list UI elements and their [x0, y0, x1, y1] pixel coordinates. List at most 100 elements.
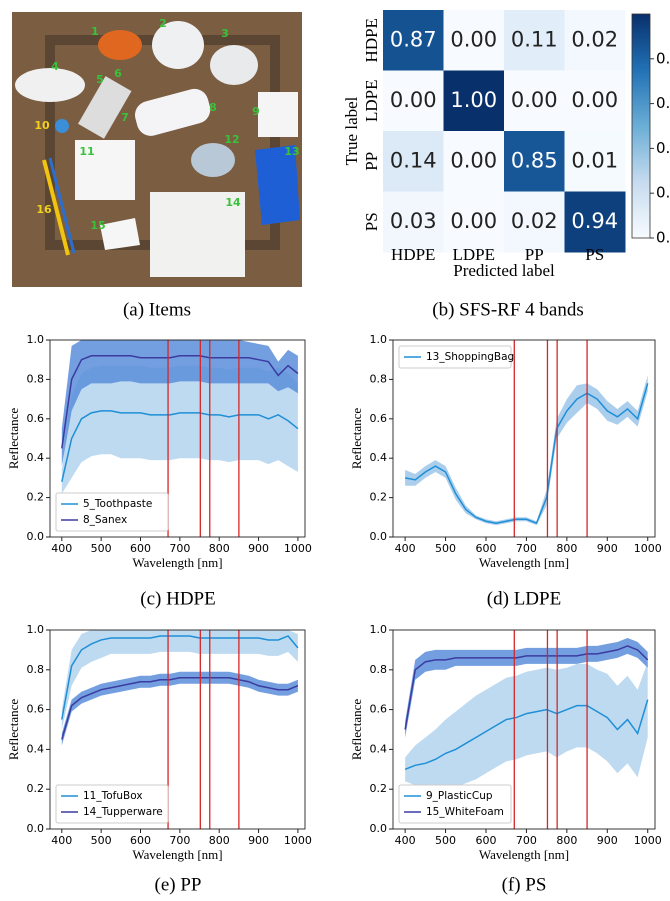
colorbar-tick-label: 0.4	[656, 139, 670, 157]
cell-label: 0.00	[511, 88, 558, 112]
series-line	[61, 410, 299, 483]
cell-label: 0.00	[571, 88, 618, 112]
x-tick-label: 500	[91, 834, 112, 847]
plot	[404, 340, 649, 537]
heatmap-cell	[504, 70, 565, 132]
y-axis-label: Reflectance	[349, 699, 364, 761]
caption: (a) Items	[123, 299, 191, 320]
y-tick-label: 0.4	[27, 742, 45, 755]
x-tick-label: 900	[597, 542, 618, 555]
heatmap-cell	[383, 10, 444, 71]
legend-label: 5_Toothpaste	[83, 498, 152, 510]
y-tick-label: 0.2	[370, 782, 388, 795]
plastic-cup	[258, 92, 298, 137]
plastic-bag	[15, 68, 85, 102]
legend	[398, 784, 512, 824]
x-axis-label: Wavelength [nm]	[479, 555, 569, 570]
item-label: 16	[36, 203, 52, 216]
plot	[61, 340, 299, 537]
cell-label: 0.02	[571, 27, 618, 51]
x-tick-label: 900	[597, 834, 618, 847]
plastic-bag	[152, 21, 204, 69]
legend-label: 13_ShoppingBag	[426, 351, 514, 363]
heatmap-cell	[383, 191, 444, 253]
y-axis-label: True label	[342, 96, 361, 165]
x-axis-label: Wavelength [nm]	[132, 555, 222, 570]
x-tick-label: 500	[435, 542, 456, 555]
heatmap-cell	[564, 70, 626, 132]
shopping-bag	[255, 145, 300, 225]
straws	[48, 157, 76, 254]
plot	[61, 630, 299, 829]
y-tick-label: 0.6	[370, 703, 388, 716]
axes-frame	[392, 339, 656, 538]
x-tick-label: 700	[169, 542, 190, 555]
item-label: 15	[90, 219, 105, 232]
heatmap-cell	[504, 191, 565, 253]
y-tick-label: 0.4	[370, 451, 388, 464]
straws	[42, 159, 70, 256]
heatmap-cell	[504, 131, 565, 192]
x-tick-label: 700	[516, 834, 537, 847]
item-label: 11	[79, 145, 94, 158]
y-tick-label: 0.6	[27, 703, 45, 716]
x-tick-label: 700	[169, 834, 190, 847]
heatmap-cell	[443, 191, 505, 253]
x-axis-label: Wavelength [nm]	[479, 847, 569, 862]
item-label: 14	[225, 196, 241, 209]
y-tick-label: LDPE	[362, 80, 381, 123]
item-label: 3	[221, 27, 229, 40]
cell-label: 1.00	[450, 88, 497, 112]
tofu-box	[75, 140, 135, 200]
y-tick-label: HDPE	[362, 18, 381, 62]
y-tick-label: 0.0	[27, 822, 45, 835]
x-tick-label: 400	[51, 542, 72, 555]
net-bag	[98, 30, 142, 60]
colorbar-tick-label: 0.8	[656, 49, 670, 67]
heatmap-cell	[383, 131, 444, 192]
y-tick-label: 0.6	[370, 412, 388, 425]
series-line	[61, 635, 299, 720]
cell-label: 0.00	[450, 148, 497, 172]
band	[405, 375, 648, 526]
band	[61, 365, 298, 494]
tupperware	[150, 192, 245, 277]
cell-label: 0.11	[511, 27, 558, 51]
heatmap-cell	[443, 70, 505, 132]
cell-label: 0.03	[390, 209, 437, 233]
x-tick-label: 400	[51, 834, 72, 847]
axes-frame	[392, 629, 656, 830]
x-axis-label: Wavelength [nm]	[132, 847, 222, 862]
y-tick-label: 0.8	[27, 663, 45, 676]
axes-frame	[49, 339, 306, 538]
cell-label: 0.02	[511, 209, 558, 233]
item-label: 1	[91, 25, 99, 38]
legend-label: 15_WhiteFoam	[426, 806, 504, 818]
toothpaste	[78, 76, 132, 139]
y-tick-label: 0.8	[370, 372, 388, 385]
legend-label: 8_Sanex	[83, 514, 127, 526]
band	[405, 661, 648, 790]
x-tick-label: 600	[130, 834, 151, 847]
plastic-bag	[210, 45, 258, 85]
x-tick-label: PP	[525, 245, 544, 264]
x-tick-label: 700	[516, 542, 537, 555]
x-tick-label: 400	[395, 834, 416, 847]
y-tick-label: PS	[362, 212, 381, 231]
y-tick-label: 0.0	[370, 822, 388, 835]
item-label: 7	[121, 111, 129, 124]
item-label: 6	[114, 67, 122, 80]
x-tick-label: 600	[475, 542, 496, 555]
y-tick-label: PP	[362, 152, 381, 171]
axes-frame	[49, 629, 306, 830]
heatmap-cell	[564, 131, 626, 192]
series-line	[404, 645, 649, 730]
cell-label: 0.01	[571, 148, 618, 172]
y-axis-label: Reflectance	[349, 408, 364, 470]
caption: (b) SFS-RF 4 bands	[432, 299, 584, 320]
plot	[404, 630, 649, 829]
legend-label: 9_PlasticCup	[426, 790, 493, 802]
legend	[55, 492, 169, 532]
item-label: 12	[224, 133, 239, 146]
legend	[55, 784, 169, 824]
